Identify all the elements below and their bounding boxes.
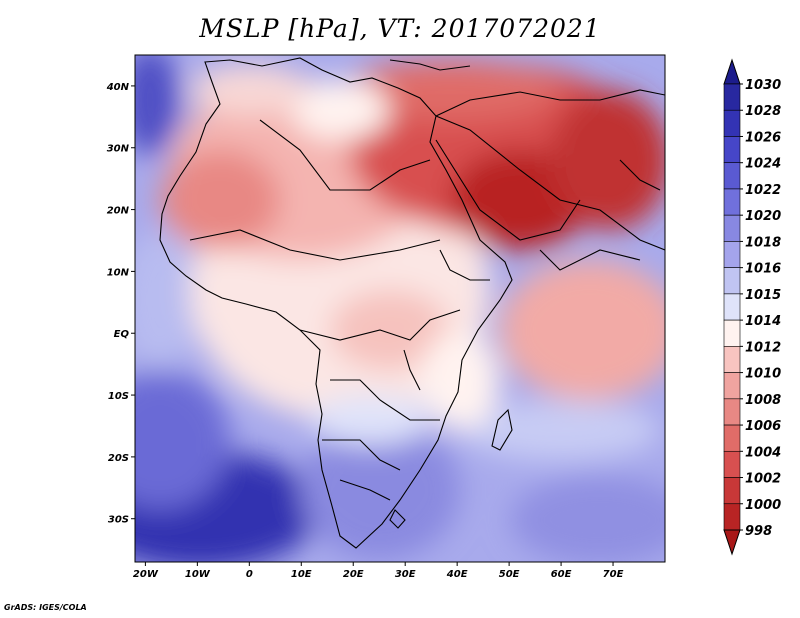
lon-tick-label: 0	[246, 569, 253, 580]
lon-tick-label: 60E	[551, 569, 572, 580]
colorbar-swatch	[723, 162, 741, 190]
colorbar-label: 1016	[745, 262, 781, 277]
credit-text: GrADS: IGES/COLA	[4, 603, 87, 612]
colorbar-swatch	[723, 477, 741, 505]
colorbar: 1030 1028 1026 1024 1022 1020 1018 1016 1015 1014…	[723, 58, 781, 556]
colorbar-label: 1030	[745, 78, 781, 93]
plot-frame	[134, 54, 666, 563]
colorbar-label: 1026	[745, 130, 781, 145]
colorbar-label: 1002	[745, 472, 781, 487]
colorbar-label: 1000	[745, 498, 781, 513]
lon-tick-label: 40E	[446, 569, 468, 580]
colorbar-swatch	[723, 267, 741, 295]
lon-tick-label: 10E	[291, 569, 312, 580]
colorbar-label: 1014	[745, 314, 781, 329]
lat-tick-label: EQ	[114, 329, 130, 340]
colorbar-swatch	[723, 214, 741, 242]
colorbar-label: 1015	[745, 288, 781, 303]
colorbar-label: 998	[745, 524, 772, 539]
colorbar-swatch	[723, 83, 741, 111]
colorbar-swatch	[723, 136, 741, 164]
colorbar-label: 1006	[745, 419, 781, 434]
lat-tick-label: 10S	[108, 391, 129, 402]
lat-tick-label: 40N	[106, 82, 130, 93]
colorbar-label: 1024	[745, 157, 781, 172]
coastlines	[159, 57, 665, 549]
colorbar-label: 1004	[745, 445, 781, 460]
colorbar-bottom-arrow	[723, 529, 741, 556]
colorbar-swatch	[723, 424, 741, 452]
colorbar-label: 1010	[745, 367, 781, 382]
colorbar-swatch	[723, 346, 741, 373]
colorbar-label: 1008	[745, 393, 781, 408]
colorbar-swatch	[723, 241, 741, 268]
longitude-axis: 20W 10W 0 10E 20E 30E 40E 50E 60E 70E	[133, 562, 624, 580]
lon-tick-label: 70E	[603, 569, 624, 580]
lat-tick-label: 20N	[107, 206, 130, 217]
colorbar-label: 1020	[745, 209, 781, 224]
lon-tick-label: 50E	[499, 569, 520, 580]
lat-tick-label: 30N	[107, 144, 130, 155]
colorbar-label: 1022	[745, 183, 781, 198]
colorbar-label: 1012	[745, 340, 781, 355]
lat-tick-label: 30S	[108, 515, 129, 526]
lon-tick-label: 20E	[343, 569, 364, 580]
colorbar-swatch	[723, 503, 741, 531]
colorbar-swatch	[723, 372, 741, 400]
colorbar-label: 1018	[745, 235, 781, 250]
colorbar-label: 1028	[745, 104, 781, 119]
colorbar-swatch	[723, 188, 741, 216]
latitude-axis: 40N 30N 20N 10N EQ 10S 20S 30S	[106, 82, 135, 526]
colorbar-swatch	[723, 450, 741, 478]
lon-tick-label: 30E	[395, 569, 416, 580]
colorbar-top-arrow	[723, 58, 741, 85]
colorbar-swatch	[723, 319, 741, 347]
pressure-field	[135, 55, 665, 562]
colorbar-swatch	[723, 109, 741, 137]
chart-title: MSLP [hPa], VT: 2017072021	[199, 14, 601, 43]
lon-tick-label: 20W	[133, 569, 159, 580]
colorbar-swatch	[723, 293, 741, 321]
colorbar-swatch	[723, 398, 741, 426]
lat-tick-label: 10N	[107, 267, 130, 278]
lon-tick-label: 10W	[185, 569, 211, 580]
lat-tick-label: 20S	[108, 453, 129, 464]
